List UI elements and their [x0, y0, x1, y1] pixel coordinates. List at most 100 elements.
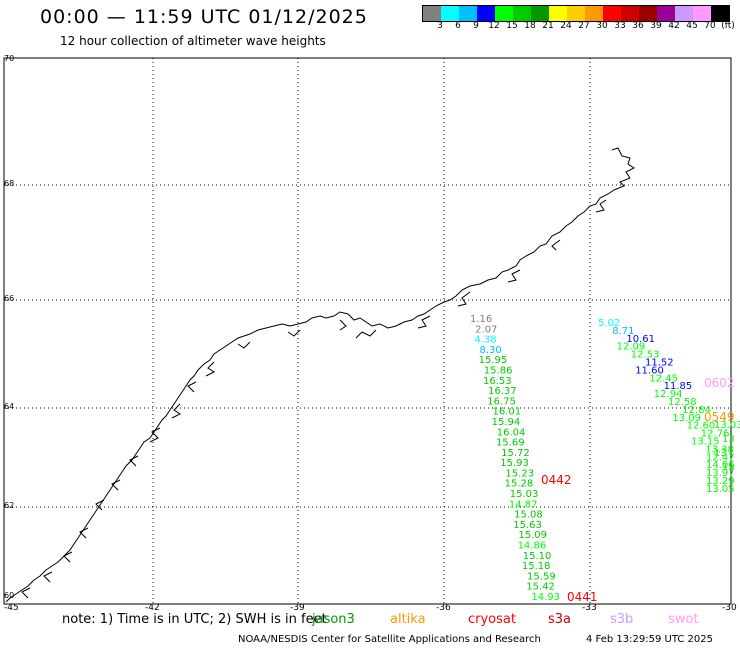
color-scale-swatch	[513, 6, 531, 21]
wave-height-value: 13.38	[705, 444, 734, 455]
greenland-coastline	[5, 147, 635, 603]
wave-height-value: 13.09	[672, 413, 701, 424]
wave-height-value: 11.52	[645, 358, 674, 369]
color-scale-label: 33	[614, 21, 626, 31]
pass-time-label: 0549	[704, 410, 735, 424]
color-scale-swatch	[441, 6, 459, 21]
color-scale-swatch	[567, 6, 585, 21]
color-scale-label: 36	[632, 21, 644, 31]
color-scale-swatch	[549, 6, 567, 21]
wave-height-value: 8.71	[612, 326, 634, 337]
wave-height-value: 15.72	[501, 448, 530, 459]
color-scale-label: 21	[542, 21, 554, 31]
wave-height-value: 2.07	[475, 324, 497, 335]
color-scale-label: 70	[704, 21, 716, 31]
lon-label: -36	[436, 603, 451, 613]
lat-label: 66	[4, 294, 14, 303]
color-scale-swatch	[639, 6, 657, 21]
wave-height-value: 1.16	[470, 314, 492, 325]
wave-height-value: 13	[722, 434, 735, 445]
wave-height-value: 12.84	[682, 405, 711, 416]
color-scale-label: 45	[686, 21, 698, 31]
map-frame	[3, 57, 732, 605]
lat-label: 68	[4, 179, 14, 188]
lon-label: -45	[4, 603, 19, 613]
map-subtitle: 12 hour collection of altimeter wave hei…	[60, 34, 326, 48]
wave-height-value: 10.61	[626, 334, 655, 345]
wave-height-value: 12.58	[668, 397, 697, 408]
pass-time-label: 0602	[704, 376, 735, 390]
wave-height-value: 13.29	[706, 476, 735, 487]
wave-height-value: 15.42	[526, 582, 555, 593]
wave-height-value: 12.09	[617, 342, 646, 353]
color-scale-label: 12	[488, 21, 500, 31]
color-scale-swatch	[657, 6, 675, 21]
wave-height-value: 15.69	[496, 438, 525, 449]
lon-label: -39	[290, 603, 305, 613]
wave-height-value: 13.05	[706, 484, 735, 495]
wave-height-value: 5.02	[598, 318, 620, 329]
wave-height-value: 14.86	[518, 541, 547, 552]
color-scale-swatch	[711, 6, 729, 21]
wave-height-value: 14.06	[706, 460, 735, 471]
color-scale-swatch	[603, 6, 621, 21]
satellite-legend-cryosat: cryosat	[468, 612, 516, 627]
graticule	[4, 58, 731, 604]
color-scale-label: 15	[506, 21, 518, 31]
west-altimeter-track: 1.162.074.388.3015.9515.8616.5316.3716.7…	[470, 314, 560, 603]
wave-height-value: 15.93	[500, 458, 529, 469]
pass-time-label: 0441	[567, 590, 598, 604]
lat-label: 62	[4, 501, 14, 510]
satellite-legend-swot: swot	[668, 612, 699, 627]
color-scale-swatch	[495, 6, 513, 21]
wave-height-value: 8.30	[479, 345, 501, 356]
lat-label: 64	[4, 402, 14, 411]
color-scale-label: 39	[650, 21, 662, 31]
wave-height-value: 13.03	[714, 420, 740, 431]
wave-height-value: 15.23	[505, 468, 534, 479]
satellite-legend-s3a: s3a	[548, 612, 572, 627]
color-scale-swatch	[459, 6, 477, 21]
wave-height-value: 15.09	[518, 530, 547, 541]
color-scale-swatch	[621, 6, 639, 21]
pass-time-label: 0442	[541, 473, 572, 487]
footer-note: note: 1) Time is in UTC; 2) SWH is in fe…	[62, 612, 327, 627]
color-scale-label: (ft)	[721, 21, 735, 31]
color-scale-swatch	[585, 6, 603, 21]
color-scale-label: 3	[437, 21, 443, 31]
color-scale-swatch	[477, 6, 495, 21]
credit-text: NOAA/NESDIS Center for Satellite Applica…	[238, 634, 541, 645]
generated-timestamp: 4 Feb 13:29:59 UTC 2025	[586, 634, 713, 645]
wave-height-value: 14.93	[531, 592, 560, 603]
color-scale-label: 9	[473, 21, 479, 31]
wave-height-value: 13.15	[691, 437, 720, 448]
wave-height-value: 15.28	[505, 479, 534, 490]
color-scale-label: 30	[596, 21, 608, 31]
lon-label: -30	[722, 603, 737, 613]
wave-height-value: 11.60	[635, 365, 664, 376]
lon-label: -42	[145, 603, 160, 613]
wave-height-value: 15.10	[523, 551, 552, 562]
color-scale-label: 27	[578, 21, 590, 31]
wave-height-value: 15.95	[479, 355, 508, 366]
lon-label: -33	[582, 603, 597, 613]
wave-height-value: 16.01	[492, 407, 521, 418]
color-scale-swatch	[675, 6, 693, 21]
satellite-legend-s3b: s3b	[610, 612, 634, 627]
color-scale-swatch	[531, 6, 549, 21]
color-scale-label: 6	[455, 21, 461, 31]
wave-height-value: 12.76	[701, 429, 730, 440]
wave-height-value: 12.94	[654, 389, 683, 400]
color-scale-label: 24	[560, 21, 572, 31]
wave-height-value: 14.87	[509, 499, 538, 510]
lat-label: 60	[4, 591, 14, 600]
east-altimeter-track: 5.028.7110.6112.0912.5311.5211.6012.4511…	[598, 318, 740, 495]
wave-height-value: 13	[722, 462, 735, 473]
wave-height-value: 15.59	[527, 571, 556, 582]
wave-height-value: 16.04	[497, 427, 526, 438]
wave-height-value: 16.37	[488, 386, 517, 397]
wave-height-value: 12.45	[649, 373, 678, 384]
wave-height-value: 13.97	[706, 468, 735, 479]
wave-height-value: 15.18	[522, 561, 551, 572]
